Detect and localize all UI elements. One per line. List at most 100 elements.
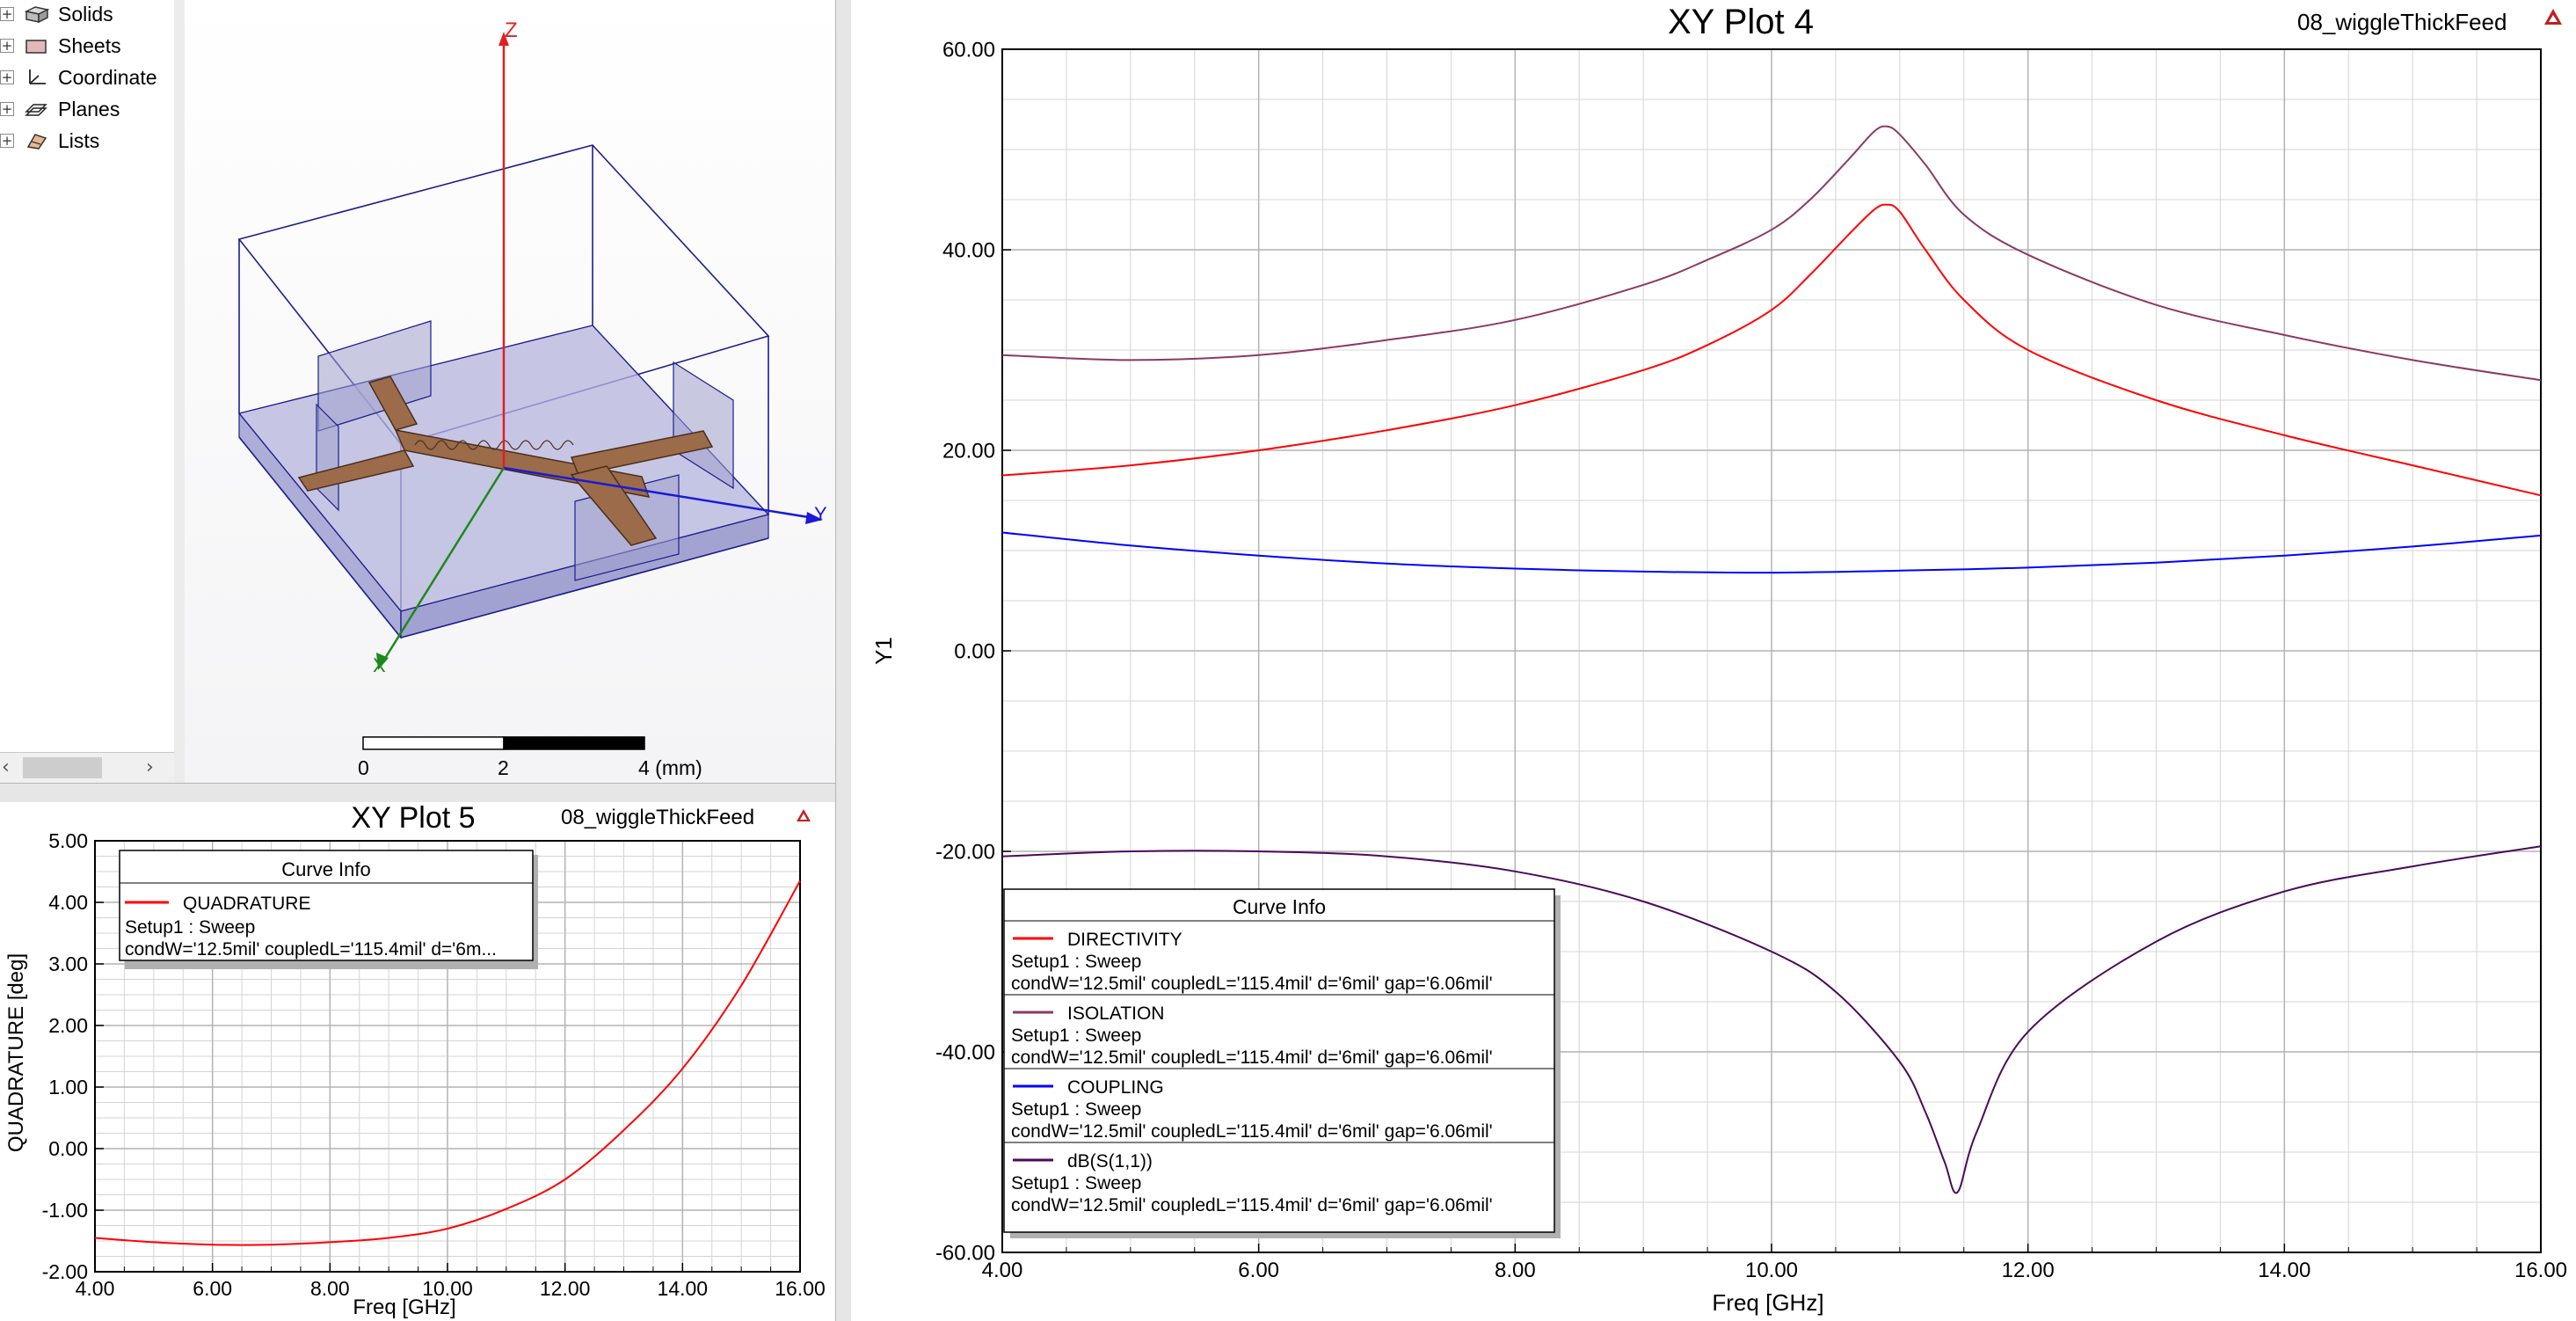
plot-title: XY Plot 5 xyxy=(351,802,475,835)
x-tick-label: 4.00 xyxy=(982,1259,1023,1282)
legend-entry-name: ISOLATION xyxy=(1067,1004,1164,1024)
tree-item-solids[interactable]: + Solids xyxy=(0,0,174,30)
y-tick-label: 3.00 xyxy=(48,952,88,975)
expand-icon[interactable]: + xyxy=(0,38,14,54)
legend-entry-name: DIRECTIVITY xyxy=(1067,930,1182,950)
x-tick-label: 4.00 xyxy=(76,1277,115,1300)
tree-item-label: Sheets xyxy=(58,33,121,57)
y-axis-label: Y xyxy=(814,503,827,525)
scrollbar-thumb[interactable] xyxy=(23,757,102,778)
y-tick-label: -1.00 xyxy=(42,1199,88,1222)
x-axis-label: X xyxy=(373,654,386,676)
expand-icon[interactable]: + xyxy=(0,101,14,117)
legend-entry-params: condW='12.5mil' coupledL='115.4mil' d='6… xyxy=(1011,1121,1493,1142)
legend-entry-name: QUADRATURE xyxy=(183,894,310,914)
project-label: 08_wiggleThickFeed xyxy=(2297,9,2507,35)
tree-item-label: Solids xyxy=(58,2,113,26)
x-tick-label: 10.00 xyxy=(422,1277,473,1300)
tree-horizontal-scrollbar[interactable]: ‹ › xyxy=(0,752,174,783)
legend-entry-params: condW='12.5mil' coupledL='115.4mil' d='6… xyxy=(125,939,497,960)
series-line-quadrature xyxy=(94,880,801,1246)
model-3d-view[interactable]: Z Y X 0 2 4 (mm) xyxy=(185,0,835,783)
y-tick-label: 1.00 xyxy=(48,1076,88,1098)
series-line-coupling xyxy=(1001,531,2542,574)
y-tick-label: 4.00 xyxy=(48,891,88,914)
legend-entry-name: COUPLING xyxy=(1067,1077,1164,1098)
xy-plot-4[interactable]: XY Plot 4 08_wiggleThickFeed 4.00 6.00 8.0… xyxy=(851,0,2576,1321)
tree-item-label: Lists xyxy=(58,128,100,152)
y-tick-label: -2.00 xyxy=(42,1260,88,1283)
x-tick-label: 16.00 xyxy=(775,1277,826,1300)
x-tick-label: 6.00 xyxy=(193,1277,232,1300)
legend-entry-params: condW='12.5mil' coupledL='115.4mil' d='6… xyxy=(1011,1047,1493,1068)
legend-entry-params: condW='12.5mil' coupledL='115.4mil' d='6… xyxy=(1011,974,1493,994)
scale-label-0: 0 xyxy=(358,756,369,779)
y-tick-label: 0.00 xyxy=(48,1137,88,1160)
vertical-splitter[interactable] xyxy=(835,0,853,1321)
expand-icon[interactable]: + xyxy=(0,6,14,22)
z-axis-label: Z xyxy=(505,18,518,42)
x-tick-label: 12.00 xyxy=(540,1277,591,1300)
x-axis-title: Freq [GHz] xyxy=(353,1295,455,1319)
expand-icon[interactable]: + xyxy=(0,133,14,149)
series-line-isolation xyxy=(1001,125,2542,382)
series-group xyxy=(94,880,801,1246)
airbox-front-edges xyxy=(238,436,769,639)
x-tick-label: 10.00 xyxy=(1745,1259,1798,1282)
y-axis-title: Y1 xyxy=(870,637,897,665)
ansys-logo-icon xyxy=(797,809,811,821)
tree-item-planes[interactable]: + Planes xyxy=(0,93,174,125)
scale-label-4mm: 4 (mm) xyxy=(638,756,702,779)
y-tick-label: -60.00 xyxy=(935,1241,995,1265)
y-tick-label: -40.00 xyxy=(935,1040,995,1064)
tree-item-sheets[interactable]: + Sheets xyxy=(0,30,174,62)
planes-icon xyxy=(25,104,47,116)
y-axis-title: QUADRATURE [deg] xyxy=(4,953,28,1152)
y-tick-label: 40.00 xyxy=(942,238,995,262)
solids-icon xyxy=(24,6,49,24)
coordinate-icon xyxy=(29,69,46,84)
y-tick-label: 5.00 xyxy=(48,829,88,852)
legend-entry-setup: Setup1 : Sweep xyxy=(1011,1025,1141,1046)
expand-icon[interactable]: + xyxy=(0,69,14,85)
x-axis-title: Freq [GHz] xyxy=(1712,1289,1823,1316)
axes: 4.00 6.00 8.00 10.00 12.00 14.00 16.00 -60.00 -4… xyxy=(935,38,2567,1282)
y-tick-label: 60.00 xyxy=(942,38,995,62)
tree-item-coordinate[interactable]: + Coordinate xyxy=(0,62,174,93)
axes: 4.00 6.00 8.00 10.00 12.00 14.00 16.00 -2.00 -1.… xyxy=(42,829,826,1300)
legend-entry-params: condW='12.5mil' coupledL='115.4mil' d='6… xyxy=(1011,1195,1493,1215)
plot-title: XY Plot 4 xyxy=(1668,3,1814,41)
xy-plot-4-panel[interactable]: XY Plot 4 08_wiggleThickFeed 4.00 6.00 8.0… xyxy=(851,0,2576,1321)
legend-entry-setup: Setup1 : Sweep xyxy=(1011,952,1141,972)
legend-title: Curve Info xyxy=(1233,895,1326,918)
legend-entry-setup: Setup1 : Sweep xyxy=(1011,1173,1141,1193)
xy-plot-5[interactable]: XY Plot 5 08_wiggleThickFeed 4.00 6.00 8.0… xyxy=(0,802,835,1321)
x-tick-label: 16.00 xyxy=(2514,1259,2567,1282)
model-tree: + Solids + Sheets + Coordinate + Planes … xyxy=(0,0,175,783)
x-tick-label: 14.00 xyxy=(2258,1259,2310,1282)
legend-entry-setup: Setup1 : Sweep xyxy=(1011,1099,1141,1120)
scale-label-2: 2 xyxy=(498,756,509,779)
legend-title: Curve Info xyxy=(281,858,371,880)
y-tick-label: 0.00 xyxy=(954,639,995,663)
horizontal-splitter[interactable] xyxy=(0,783,835,804)
project-label: 08_wiggleThickFeed xyxy=(561,806,754,829)
x-tick-label: 12.00 xyxy=(2002,1259,2055,1282)
tree-item-label: Planes xyxy=(58,97,120,120)
ansys-logo-icon xyxy=(2544,9,2562,25)
scroll-left-icon[interactable]: ‹ xyxy=(2,756,10,778)
legend-entry-setup: Setup1 : Sweep xyxy=(125,917,255,938)
coordinate-axes: Z Y X xyxy=(373,18,827,676)
series-line-db-s-1-1- xyxy=(1001,845,2542,1194)
coupled-line-wiggle xyxy=(414,440,574,450)
curve-info-legend[interactable]: Curve Info QUADRATURE Setup1 : Sweep con… xyxy=(119,850,538,969)
tree-item-lists[interactable]: + Lists xyxy=(0,125,174,157)
legend-entry-name: dB(S(1,1)) xyxy=(1067,1151,1153,1171)
model-drawing: Z Y X xyxy=(237,18,827,750)
x-tick-label: 8.00 xyxy=(1495,1259,1536,1282)
scroll-right-icon[interactable]: › xyxy=(146,756,154,778)
tree-item-label: Coordinate xyxy=(58,65,157,89)
xy-plot-5-panel[interactable]: XY Plot 5 08_wiggleThickFeed 4.00 6.00 8.0… xyxy=(0,802,835,1321)
